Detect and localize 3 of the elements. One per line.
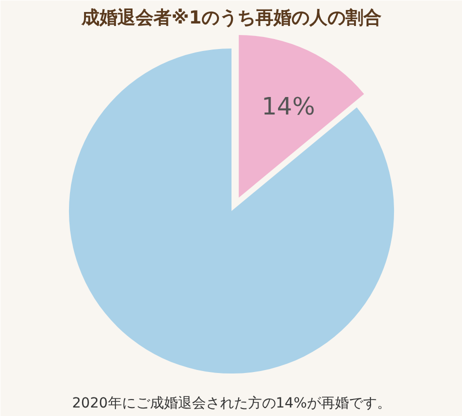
text: 2020年にご成婚退会された方の14%が再婚です。 bbox=[72, 396, 391, 412]
chart-title: 成婚退会者※1のうち再婚の人の割合 bbox=[80, 8, 382, 28]
data-label: 14% bbox=[262, 92, 315, 121]
